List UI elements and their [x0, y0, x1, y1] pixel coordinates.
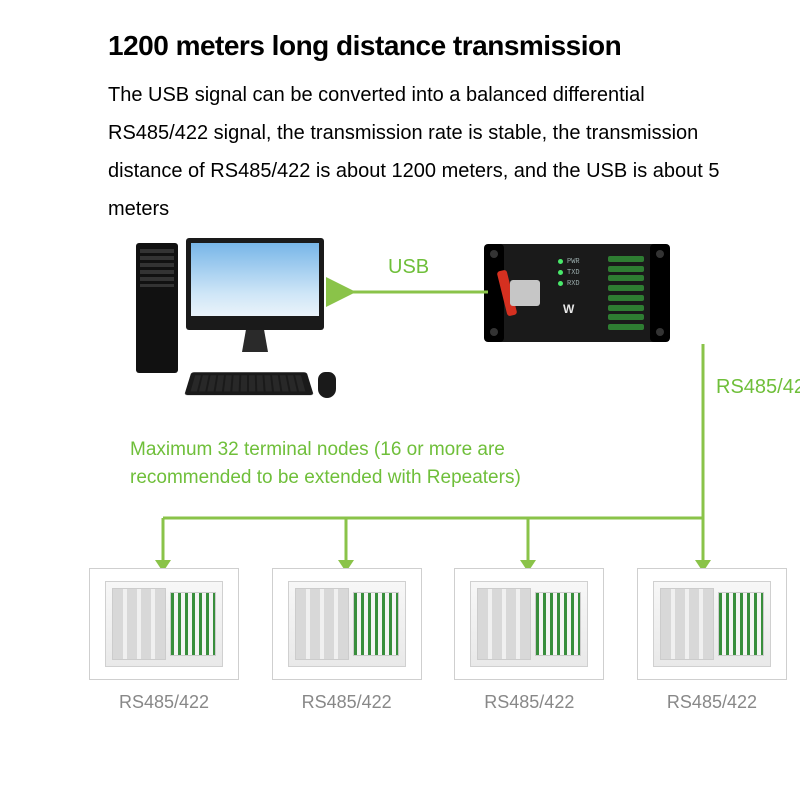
usb-port-icon	[510, 280, 540, 306]
terminal-node: RS485/422	[634, 568, 790, 713]
terminal-node: RS485/422	[451, 568, 607, 713]
description-text: The USB signal can be converted into a b…	[108, 76, 722, 228]
max-nodes-note: Maximum 32 terminal nodes (16 or more ar…	[130, 436, 590, 491]
computer-illustration	[118, 238, 348, 418]
terminal-nodes-row: RS485/422 RS485/422 RS485/422 RS485/422	[86, 568, 790, 713]
topology-diagram: USB PWR TXD RXD W RS485/422 Maximum 32 t…	[48, 248, 752, 748]
terminal-node: RS485/422	[86, 568, 242, 713]
keyboard-icon	[184, 372, 313, 395]
node-label: RS485/422	[302, 692, 392, 713]
pc-tower-icon	[136, 243, 178, 373]
device-logo: W	[563, 302, 574, 316]
page-title: 1200 meters long distance transmission	[108, 30, 752, 62]
device-leds: PWR TXD RXD	[558, 257, 580, 291]
terminal-node: RS485/422	[269, 568, 425, 713]
node-label: RS485/422	[667, 692, 757, 713]
terminal-block-icon	[608, 254, 644, 332]
monitor-icon	[186, 238, 324, 330]
rs485-bus-label: RS485/422	[716, 376, 800, 399]
node-label: RS485/422	[119, 692, 209, 713]
usb-label: USB	[388, 256, 429, 279]
mouse-icon	[318, 372, 336, 398]
converter-device: PWR TXD RXD W	[488, 244, 666, 342]
node-label: RS485/422	[484, 692, 574, 713]
